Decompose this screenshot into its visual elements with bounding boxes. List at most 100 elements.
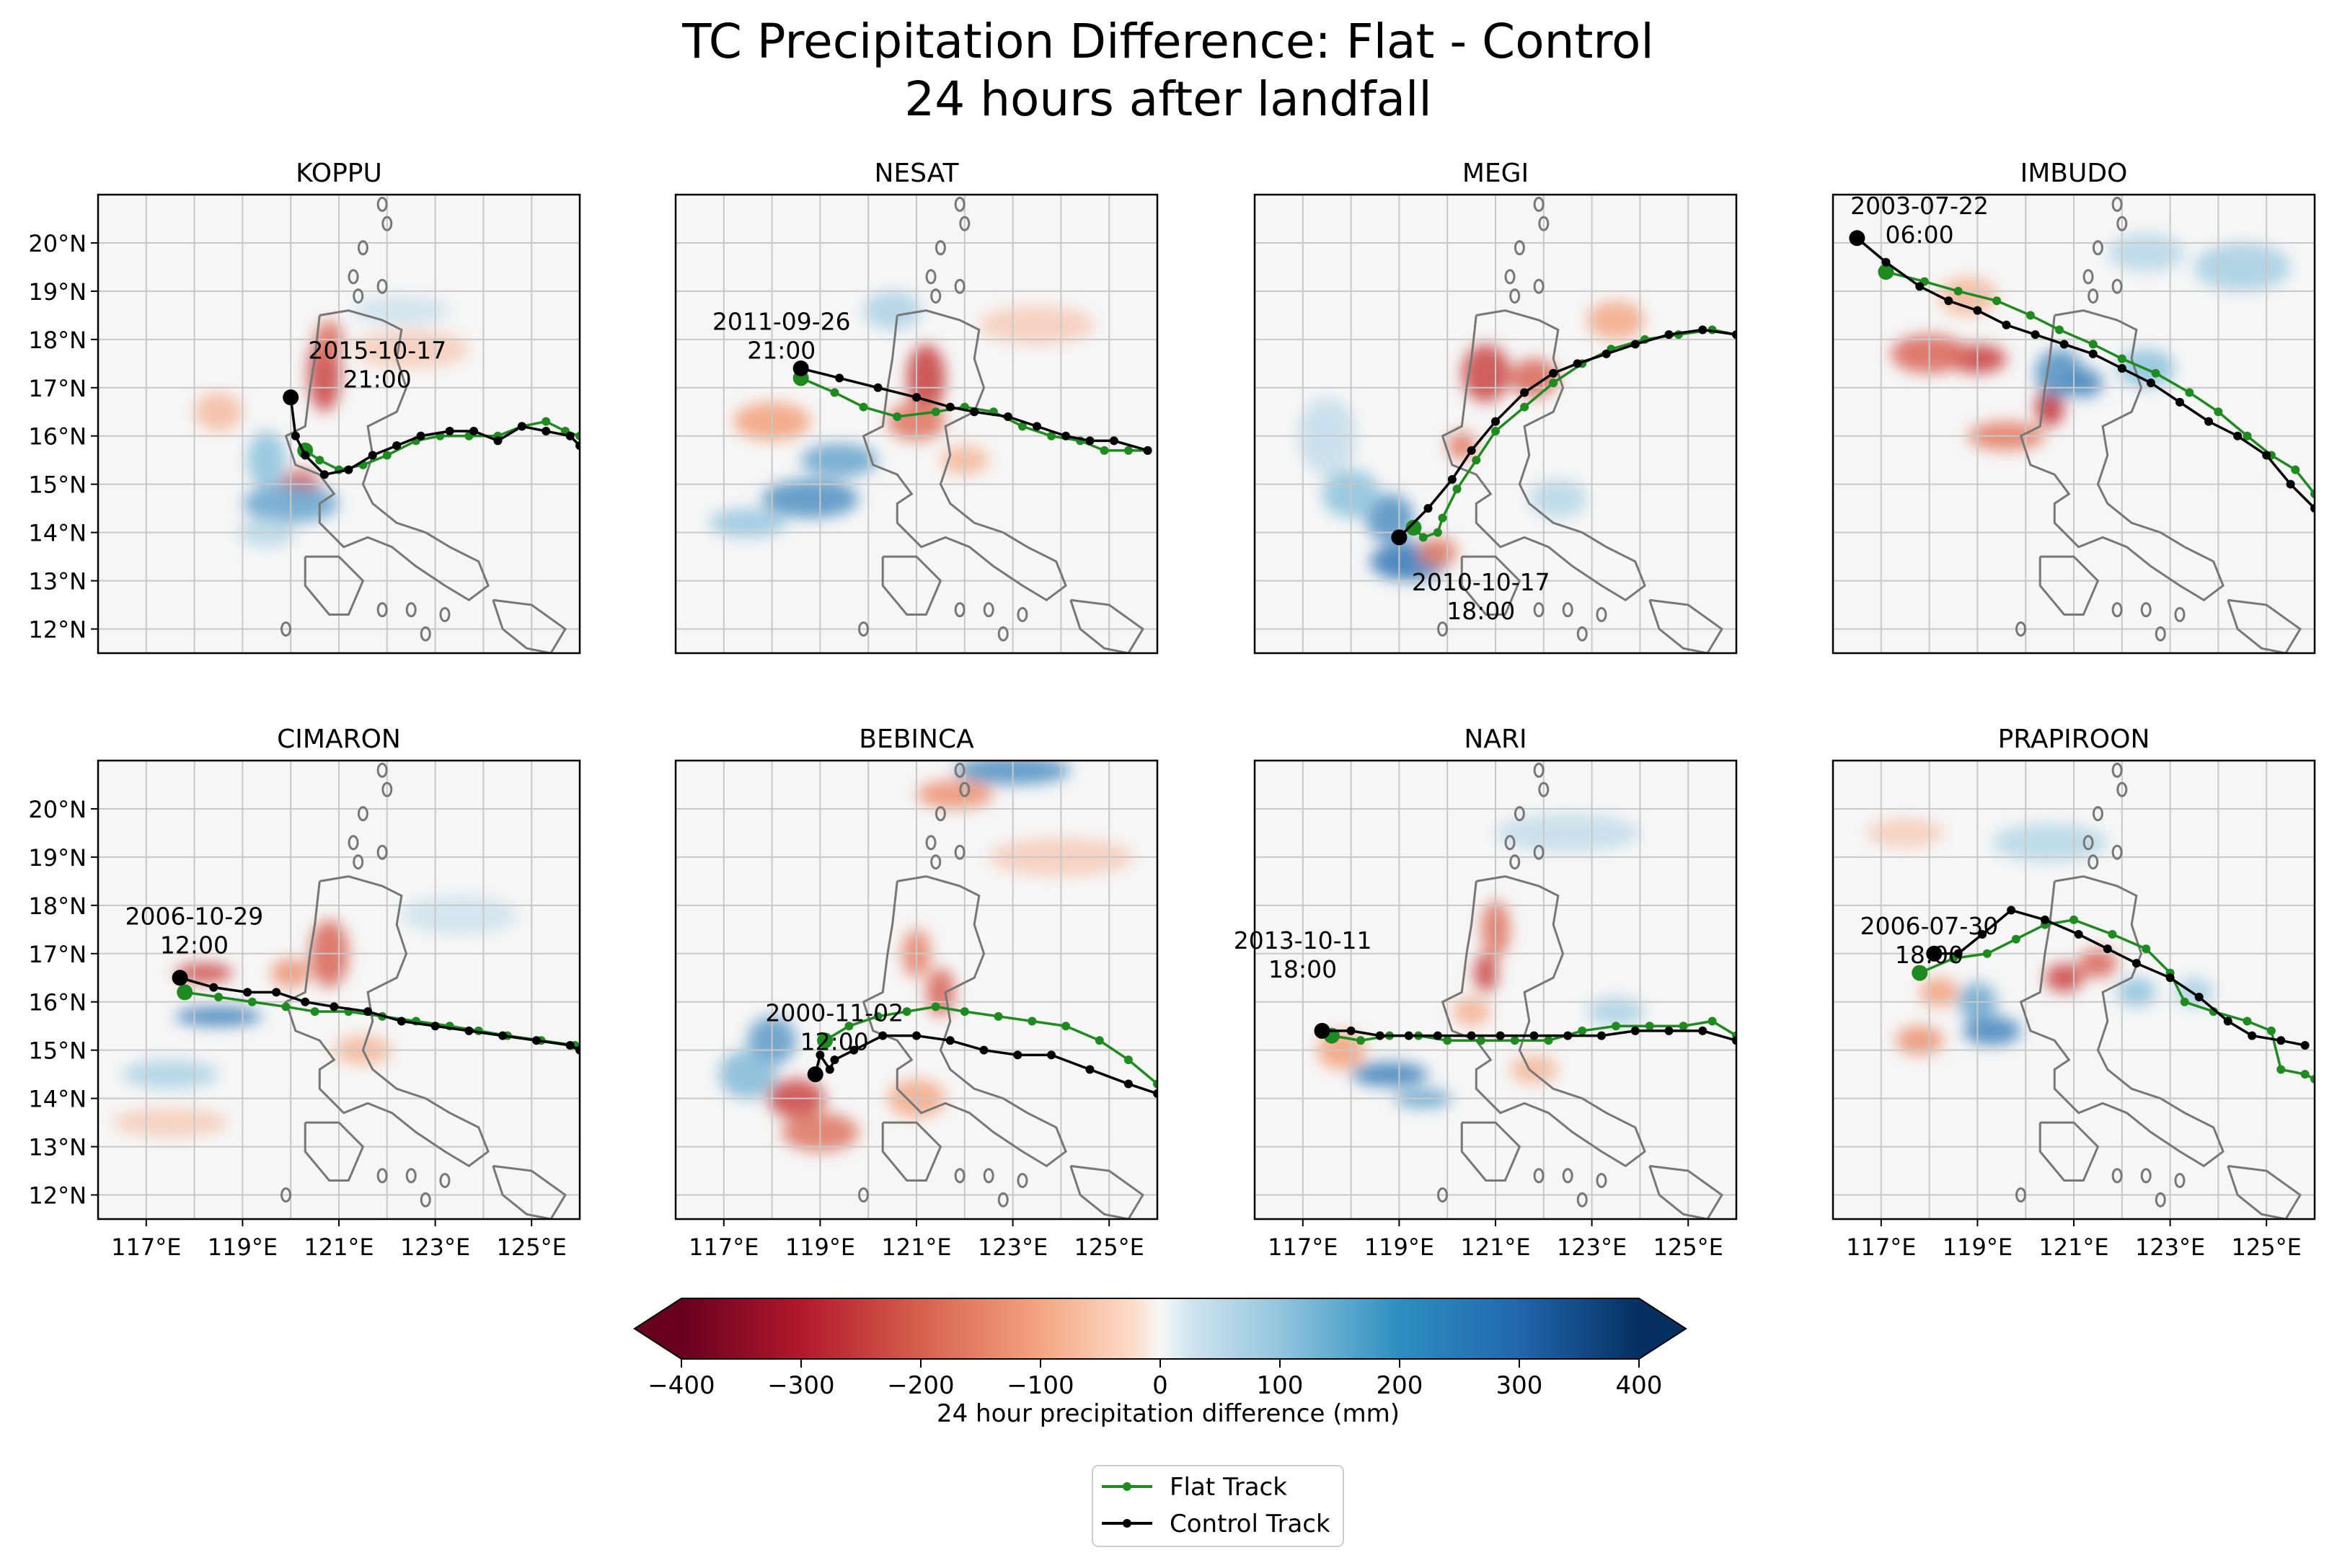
coastline: [2227, 598, 2302, 653]
control-track-line: [1934, 908, 2305, 1047]
control-track-point: [2117, 364, 2126, 373]
flat-track-point: [1544, 1036, 1553, 1045]
island: [930, 854, 942, 870]
gridlines: [98, 195, 580, 653]
coastline: [1460, 1121, 1521, 1182]
control-track-point: [1061, 431, 1071, 440]
island: [2140, 1168, 2152, 1184]
coastlines: [1437, 762, 1723, 1219]
island: [1533, 1168, 1545, 1184]
island: [2088, 288, 2099, 304]
coastlines: [858, 196, 1144, 653]
coastline: [1648, 598, 1723, 653]
control-track-point: [970, 407, 979, 417]
control-track-point: [1953, 949, 1963, 958]
precip-anomaly: [112, 1108, 229, 1138]
flat-track-point: [1472, 456, 1481, 465]
precip-anomaly: [2044, 963, 2084, 993]
flat-track-point: [2310, 490, 2315, 499]
lon-tick-label: 123°E: [2135, 1233, 2205, 1261]
colorbar-tick-label: 0: [1152, 1371, 1168, 1400]
coastline: [2038, 1121, 2100, 1182]
control-track-point: [945, 1036, 955, 1045]
flat-track-point: [542, 417, 551, 426]
flat-track-point: [1433, 528, 1442, 537]
flat-track-point: [1405, 519, 1422, 536]
flat-track-point: [2214, 407, 2223, 417]
control-track-point: [172, 970, 188, 986]
island: [439, 606, 451, 622]
island: [1596, 1172, 1607, 1188]
precip-anomaly: [174, 1006, 262, 1027]
control-track-point: [517, 422, 526, 431]
island: [2082, 835, 2094, 851]
precip-anomaly: [709, 508, 787, 538]
colorbar-ticks: −400 −300 −200 −100 0 100 200 300 400: [648, 1359, 1662, 1400]
control-track-point: [464, 1026, 474, 1035]
island: [376, 844, 388, 860]
island: [1562, 1168, 1573, 1184]
island: [381, 781, 393, 797]
island: [376, 1168, 388, 1184]
island: [2015, 621, 2027, 637]
control-track-point: [873, 383, 883, 392]
island: [1533, 278, 1545, 294]
control-track-point: [1944, 296, 1953, 306]
tracks: [1391, 325, 1736, 546]
control-track-point: [243, 988, 252, 997]
colorbar-tick-label: −200: [887, 1371, 954, 1400]
precip-anomaly: [2035, 387, 2064, 427]
island: [357, 240, 368, 256]
island: [959, 781, 971, 797]
flat-track-point: [960, 1007, 969, 1016]
coastlines: [2015, 762, 2302, 1219]
control-track-point: [816, 1050, 825, 1060]
flat-track-point: [2300, 1070, 2310, 1079]
control-track-point: [2165, 973, 2175, 983]
control-track-point: [1047, 1050, 1056, 1060]
flat-track-point: [1123, 1055, 1133, 1065]
precip-anomaly: [2107, 233, 2185, 273]
flat-track-point: [1438, 513, 1447, 523]
lon-tick-label: 117°E: [111, 1233, 181, 1261]
island: [954, 1168, 966, 1184]
island: [1509, 854, 1521, 870]
island: [954, 196, 966, 212]
precip-anomaly: [1473, 953, 1498, 993]
control-track-point: [878, 1031, 888, 1040]
flat-track-point: [1549, 378, 1558, 388]
control-track-point: [2262, 451, 2271, 460]
control-track-point: [1375, 1031, 1384, 1040]
colorbar-tick-label: −100: [1007, 1371, 1074, 1400]
control-track-point: [1732, 1036, 1736, 1045]
landfall-time-label: 12:00: [160, 931, 229, 960]
flat-track-point: [1912, 965, 1928, 981]
coastline: [492, 598, 567, 653]
flat-track-point: [2054, 325, 2064, 335]
control-track-point: [979, 1045, 989, 1055]
landfall-time-label: 06:00: [1885, 221, 1953, 249]
landfall-time-label: 2011-09-26: [712, 307, 851, 335]
lon-tick-label: 117°E: [1846, 1233, 1916, 1261]
island: [376, 602, 388, 618]
control-track-point: [2175, 397, 2184, 407]
precip-anomaly: [2064, 368, 2103, 398]
lon-tick-label: 123°E: [1557, 1233, 1627, 1261]
flat-track-point: [2266, 1026, 2276, 1035]
control-track-point: [1013, 1050, 1022, 1060]
control-track-point: [2088, 349, 2098, 358]
control-track-point: [945, 402, 955, 412]
island: [1509, 288, 1521, 304]
control-track-point: [1346, 1026, 1356, 1035]
control-track-point: [2031, 330, 2040, 340]
island: [954, 844, 966, 860]
island: [2015, 1187, 2027, 1203]
legend-control-marker: [1123, 1519, 1131, 1528]
control-track-point: [2223, 1016, 2232, 1026]
control-track-point: [1664, 1026, 1674, 1035]
coastline: [881, 1121, 942, 1182]
flat-track-point: [2108, 930, 2117, 939]
flat-track-point: [1047, 431, 1056, 440]
